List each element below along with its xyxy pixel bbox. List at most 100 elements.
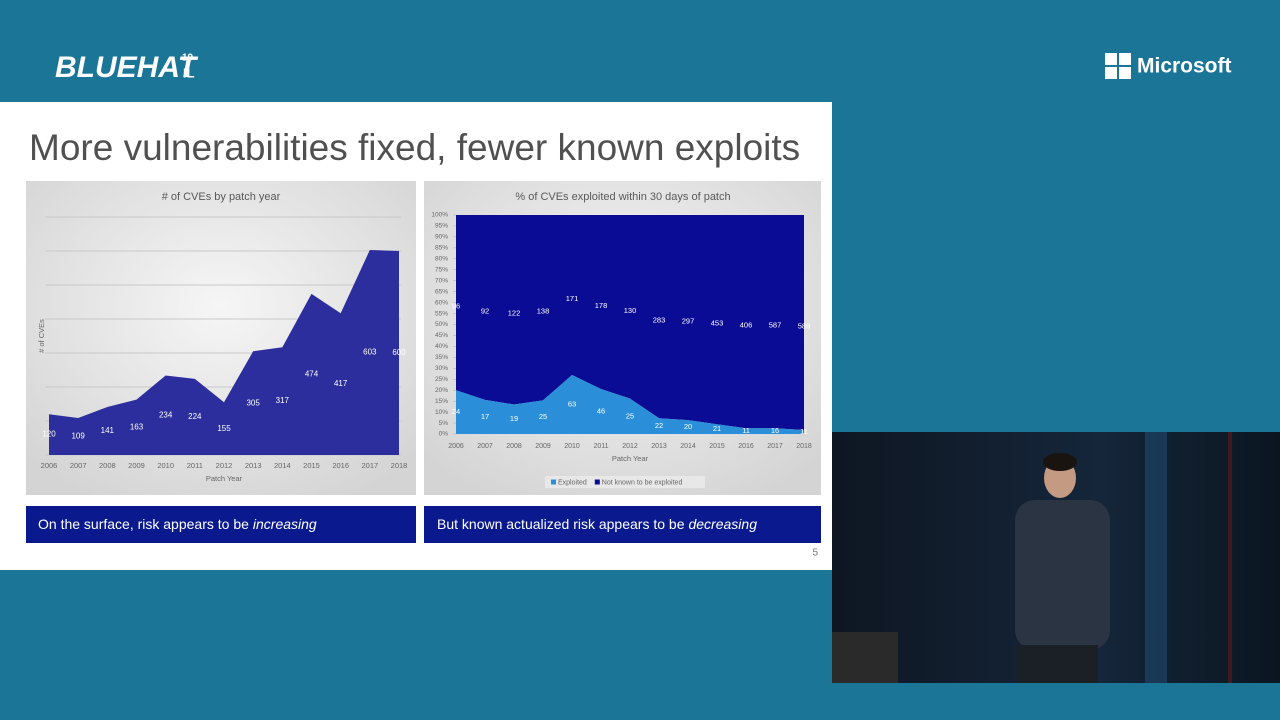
x-tick-label: 2013	[245, 461, 262, 470]
data-label: 120	[42, 430, 56, 439]
data-label: 17	[481, 412, 489, 421]
x-tick-label: 2011	[593, 443, 608, 450]
x-tick-label: 2014	[680, 443, 696, 450]
data-label: 317	[276, 396, 290, 405]
event-year: 19	[182, 53, 194, 64]
y-tick-label: 15%	[435, 398, 448, 405]
y-tick-label: 0%	[439, 431, 449, 438]
data-label: 21	[713, 424, 721, 433]
y-tick-label: 60%	[435, 299, 448, 306]
data-label: 474	[305, 370, 319, 379]
y-tick-label: 55%	[435, 310, 448, 317]
data-label: 283	[653, 316, 666, 325]
y-tick-label: 30%	[435, 365, 448, 372]
data-label: 305	[246, 398, 260, 407]
y-tick-label: 40%	[435, 343, 448, 350]
data-label: 25	[539, 412, 547, 421]
data-label: 453	[711, 319, 724, 328]
x-tick-label: 2010	[564, 443, 580, 450]
data-label: 20	[684, 422, 692, 431]
data-label: 25	[626, 411, 634, 420]
data-label: 138	[537, 307, 550, 316]
caption-text: But known actualized risk appears to be	[437, 516, 685, 532]
microsoft-logo	[1105, 53, 1131, 79]
y-tick-label: 25%	[435, 376, 448, 383]
data-label: 163	[130, 422, 144, 431]
chart-title: # of CVEs by patch year	[162, 191, 281, 203]
legend-label: Not known to be exploited	[602, 479, 683, 486]
y-tick-label: 10%	[435, 409, 448, 416]
y-tick-label: 100%	[431, 212, 448, 219]
legend-swatch	[594, 479, 600, 485]
x-tick-label: 2011	[187, 461, 203, 470]
data-label: 109	[71, 432, 85, 441]
caption: But known actualized risk appears to be d…	[437, 516, 757, 532]
caption-box	[26, 506, 416, 543]
y-tick-label: 90%	[435, 234, 448, 241]
x-tick-label: 2008	[506, 443, 522, 450]
x-tick-label: 2006	[448, 443, 464, 450]
data-label: 600	[392, 348, 406, 357]
data-label: 96	[452, 302, 460, 311]
x-tick-label: 2009	[128, 461, 145, 470]
data-label: 603	[363, 348, 377, 357]
y-tick-label: 20%	[435, 387, 448, 394]
data-label: 16	[771, 426, 779, 435]
data-label: 224	[188, 412, 202, 421]
legend-label: Exploited	[558, 479, 587, 486]
x-tick-label: 2017	[767, 443, 783, 450]
data-label: 406	[740, 321, 753, 330]
x-tick-label: 2007	[477, 443, 493, 450]
x-tick-label: 2009	[535, 443, 551, 450]
caption-emphasis: decreasing	[688, 516, 757, 532]
legend-swatch	[551, 479, 556, 485]
event-region: IL	[183, 65, 195, 80]
data-label: 19	[510, 414, 518, 423]
caption: On the surface, risk appears to be increa…	[38, 516, 317, 532]
x-axis-label: Patch Year	[612, 454, 649, 463]
area	[49, 249, 399, 455]
data-label: 155	[217, 424, 231, 433]
event-logo: BLUEHAT	[55, 51, 199, 84]
y-tick-label: 95%	[435, 223, 448, 230]
y-tick-label: 85%	[435, 245, 448, 252]
x-tick-label: 2013	[651, 443, 667, 450]
data-label: 130	[624, 306, 637, 315]
legend-box	[545, 476, 705, 488]
x-tick-label: 2007	[70, 461, 87, 470]
y-tick-label: 80%	[435, 256, 448, 263]
y-tick-label: 70%	[435, 277, 448, 284]
data-label: 122	[508, 309, 521, 318]
slide-title: More vulnerabilities fixed, fewer known …	[29, 127, 800, 168]
caption-emphasis: increasing	[253, 516, 317, 532]
x-tick-label: 2012	[622, 443, 638, 450]
data-label: 11	[742, 426, 750, 435]
x-tick-label: 2015	[303, 461, 320, 470]
chart-title: % of CVEs exploited within 30 days of pa…	[515, 191, 730, 203]
data-label: 141	[101, 426, 115, 435]
data-label: 589	[798, 321, 811, 330]
x-tick-label: 2006	[41, 461, 58, 470]
y-tick-label: 50%	[435, 321, 448, 328]
data-label: 92	[481, 306, 489, 315]
area	[456, 215, 804, 430]
x-tick-label: 2017	[361, 461, 378, 470]
speaker-video	[832, 432, 1280, 683]
y-tick-label: 45%	[435, 332, 448, 339]
y-axis-label: # of CVEs	[37, 319, 46, 353]
caption-text: On the surface, risk appears to be	[38, 516, 249, 532]
y-tick-label: 35%	[435, 354, 448, 361]
data-label: 587	[769, 321, 782, 330]
x-tick-label: 2010	[157, 461, 174, 470]
data-label: 171	[566, 294, 579, 303]
x-tick-label: 2018	[391, 461, 408, 470]
caption-box	[424, 506, 821, 543]
x-tick-label: 2015	[709, 443, 725, 450]
x-tick-label: 2012	[216, 461, 233, 470]
company-name: Microsoft	[1137, 55, 1232, 78]
data-label: 234	[159, 410, 173, 419]
data-label: 11	[800, 427, 808, 436]
x-tick-label: 2014	[274, 461, 291, 470]
